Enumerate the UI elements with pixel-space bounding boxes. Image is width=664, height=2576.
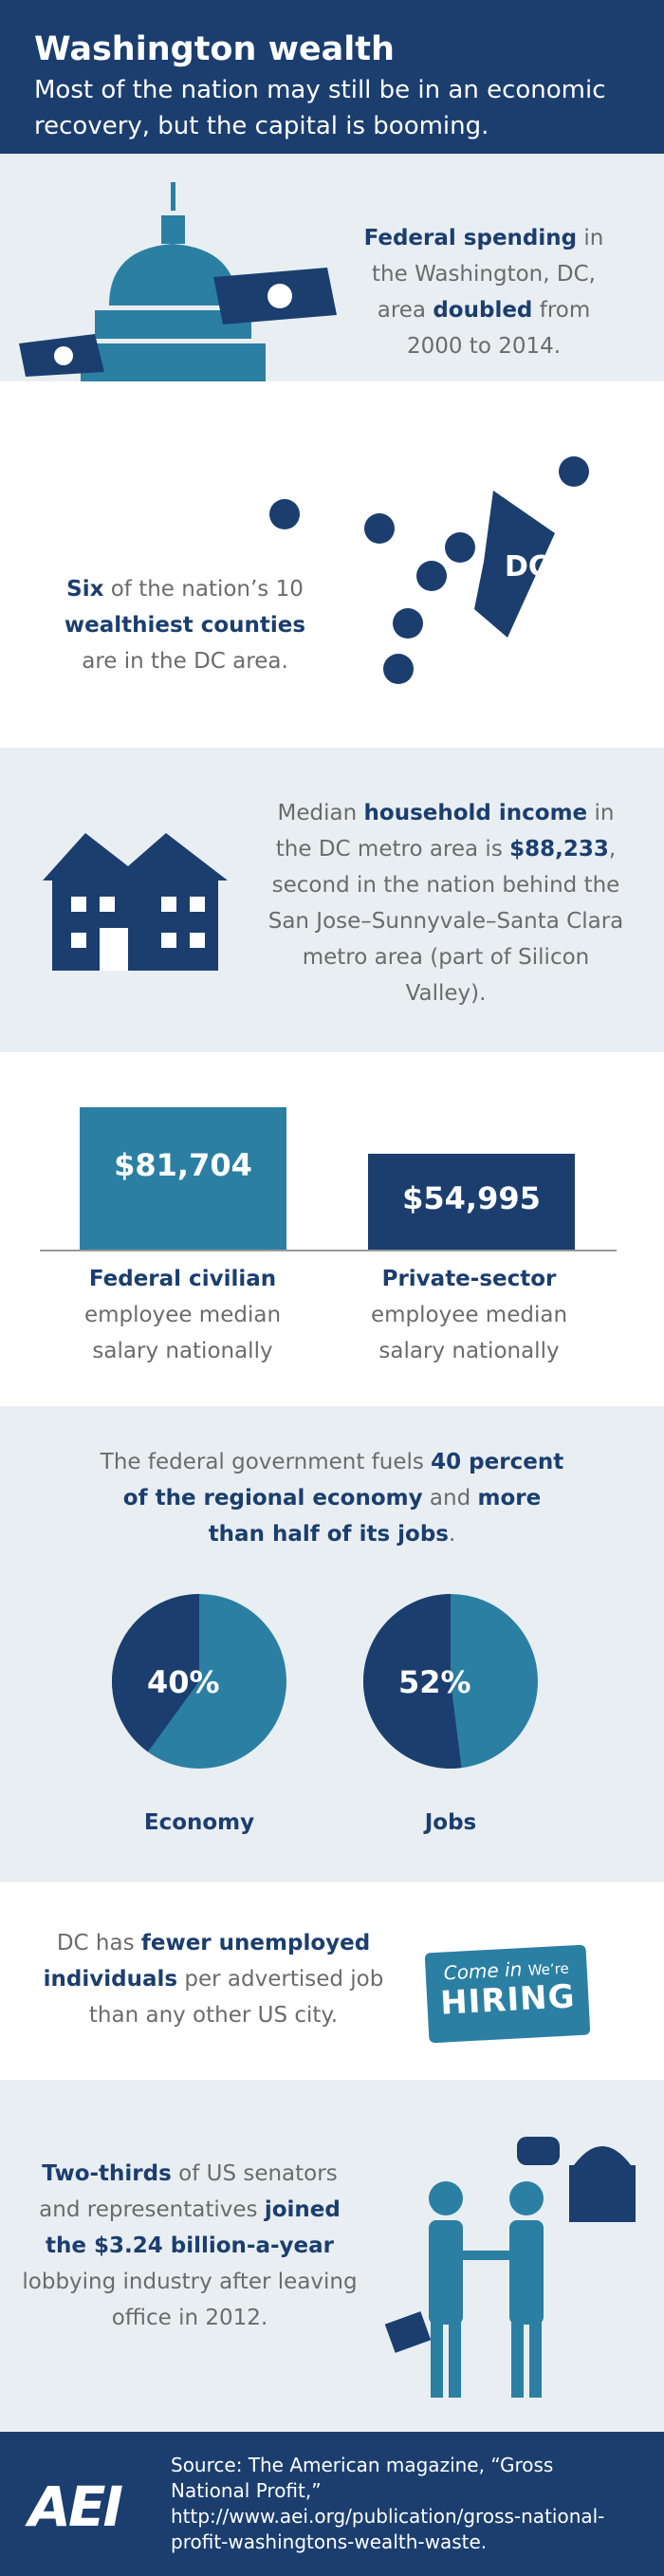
section-lobbying: Two-thirds of US senators and representa… xyxy=(0,2080,664,2432)
header: Washington wealth Most of the nation may… xyxy=(0,0,664,154)
pie-data-label: 40% xyxy=(147,1664,220,1700)
section-wealthiest-counties: Six of the nation’s 10 wealthiest counti… xyxy=(0,381,664,748)
pie-charts: 40% 52% xyxy=(111,1594,538,1769)
section-household-income: Median household income in the DC metro … xyxy=(0,748,664,1052)
section-salaries: $81,704 $54,995 Federal civilian employee… xyxy=(0,1052,664,1406)
hiring-text: DC has fewer unemployed individuals per … xyxy=(43,1931,384,2028)
bar-private: $54,995 xyxy=(368,1154,575,1250)
sign-hiring: HIRING xyxy=(439,1977,577,2023)
section-federal-spending: Federal spending in the Washington, DC, … xyxy=(0,154,664,381)
capitol-money-icon xyxy=(19,182,337,381)
counties-text: Six of the nation’s 10 wealthiest counti… xyxy=(64,577,306,674)
federal-caption: Federal civilian employee median salary n… xyxy=(83,1267,282,1363)
bar-private-label: $54,995 xyxy=(402,1180,541,1216)
hiring-sign: Come in We’re HIRING xyxy=(424,1944,591,2044)
income-text: Median household income in the DC metro … xyxy=(267,801,624,1006)
pie-economy-title: Economy xyxy=(143,1810,255,1835)
economy-text: The federal government fuels 40 percent … xyxy=(100,1450,564,1547)
pie-slice-highlight xyxy=(111,1594,199,1752)
pie-data-label: 52% xyxy=(398,1664,471,1700)
dc-label: DC xyxy=(505,550,549,584)
pie-jobs-title: Jobs xyxy=(424,1810,477,1835)
dc-map-money-bags-icon: DC xyxy=(269,456,589,684)
house-icon xyxy=(43,833,228,971)
lobbying-text: Two-thirds of US senators and representa… xyxy=(22,2161,358,2330)
pie-slice-highlight xyxy=(362,1594,462,1769)
footer: AEI Source: The American magazine, “Gros… xyxy=(0,2432,664,2576)
lobbyist-handshake-icon xyxy=(384,2137,636,2398)
section-hiring: DC has fewer unemployed individuals per … xyxy=(0,1882,664,2080)
source-text: Source: The American magazine, “Gross Na… xyxy=(171,2454,605,2553)
baseline xyxy=(40,1250,617,1251)
page-title: Washington wealth xyxy=(34,30,395,68)
sign-were: We’re xyxy=(527,1959,570,1979)
private-caption: Private-sector employee median salary nat… xyxy=(370,1267,568,1363)
bar-federal: $81,704 xyxy=(80,1107,286,1250)
aei-logo: AEI xyxy=(28,2474,123,2539)
section-regional-economy: The federal government fuels 40 percent … xyxy=(0,1406,664,1882)
bar-federal-label: $81,704 xyxy=(114,1147,252,1183)
federal-spending-text: Federal spending in the Washington, DC, … xyxy=(363,226,604,359)
subtitle: Most of the nation may still be in an ec… xyxy=(34,76,606,140)
